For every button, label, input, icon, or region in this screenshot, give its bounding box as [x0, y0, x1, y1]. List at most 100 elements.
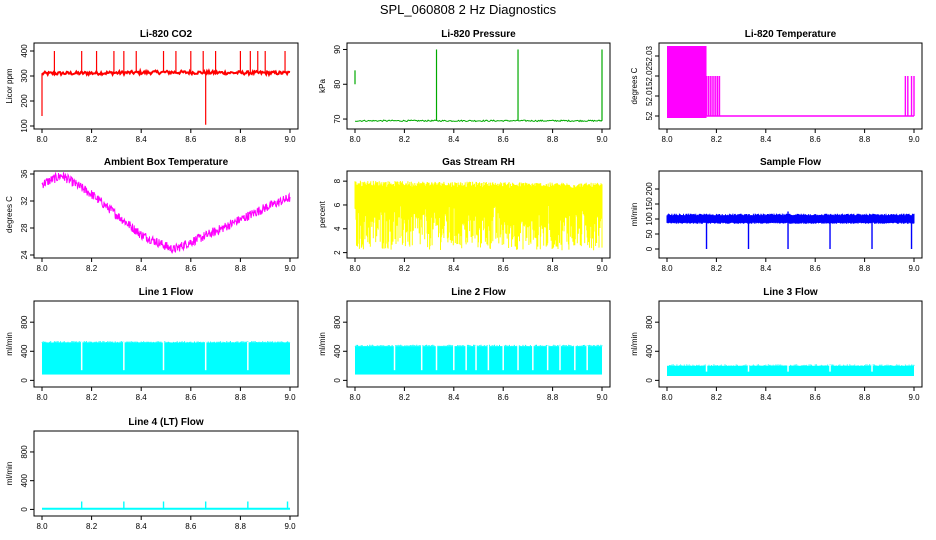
y-tick-label: 32	[20, 196, 29, 205]
y-tick-label: 0	[645, 246, 654, 251]
y-axis-label: ml/min	[5, 332, 14, 356]
x-tick-label: 8.8	[235, 135, 247, 144]
x-tick-label: 8.8	[547, 393, 559, 402]
flow-edge-noise	[667, 364, 915, 366]
chart-title: Gas Stream RH	[442, 157, 515, 168]
x-tick-label: 8.2	[399, 264, 411, 273]
y-tick-label: 0	[20, 507, 29, 512]
y-tick-label: 80	[333, 79, 342, 88]
series-line	[41, 67, 291, 78]
chart-line-4-lt-flow: Line 4 (LT) Flow ml/min 8.0 8.2 8.4 8.6 8.8 9.0…	[5, 417, 299, 531]
x-tick-label: 8.6	[185, 522, 197, 531]
x-tick-label: 8.4	[760, 264, 772, 273]
x-tick-label: 8.8	[859, 393, 871, 402]
chart-title: Line 1 Flow	[139, 287, 194, 298]
y-tick-label: 300	[20, 69, 29, 83]
y-tick-label: 24	[20, 250, 29, 259]
x-tick-label: 8.8	[547, 264, 559, 273]
y-tick-label: 100	[645, 212, 654, 226]
x-tick-label: 8.2	[86, 135, 98, 144]
y-tick-label: 400	[645, 344, 654, 358]
chart-title: Li-820 Pressure	[441, 29, 516, 40]
x-tick-label: 8.0	[36, 393, 48, 402]
x-tick-label: 9.0	[284, 522, 296, 531]
y-tick-label: 0	[20, 378, 29, 383]
x-tick-label: 8.4	[760, 135, 772, 144]
x-tick-label: 8.2	[399, 393, 411, 402]
x-tick-label: 8.4	[136, 393, 148, 402]
y-tick-label: 0	[645, 378, 654, 383]
y-tick-label: 800	[645, 315, 654, 329]
x-tick-label: 9.0	[908, 135, 920, 144]
plot-frame	[346, 300, 611, 388]
y-tick-label: 52.01	[645, 85, 654, 106]
x-tick-label: 8.0	[661, 264, 673, 273]
plot-frame	[33, 430, 299, 517]
chart-title: Ambient Box Temperature	[104, 157, 229, 168]
temp-block-high	[667, 46, 707, 118]
chart-line-1-flow: Line 1 Flow ml/min 8.0 8.2 8.4 8.6 8.8 9.0 0 400 8…	[5, 287, 299, 402]
chart-title: Sample Flow	[760, 157, 821, 168]
x-tick-label: 8.0	[349, 264, 361, 273]
x-tick-label: 8.6	[498, 264, 510, 273]
y-tick-label: 70	[333, 114, 342, 123]
x-tick-label: 9.0	[596, 135, 608, 144]
y-tick-label: 90	[333, 44, 342, 53]
x-tick-label: 8.2	[711, 393, 723, 402]
y-tick-label: 800	[333, 315, 342, 329]
chart-line-2-flow: Line 2 Flow ml/min 8.0 8.2 8.4 8.6 8.8 9.0 0 400 8…	[318, 287, 611, 402]
x-tick-label: 9.0	[596, 264, 608, 273]
plot-frame	[346, 170, 611, 259]
x-tick-label: 8.4	[760, 393, 772, 402]
y-tick-label: 100	[20, 119, 29, 133]
series-line	[41, 171, 291, 254]
y-tick-label: 200	[20, 94, 29, 108]
x-tick-label: 8.4	[136, 135, 148, 144]
x-tick-label: 8.0	[349, 135, 361, 144]
plot-frame	[658, 300, 923, 388]
y-tick-label: 8	[333, 178, 342, 183]
y-axis-label: Licor ppm	[5, 68, 14, 103]
x-tick-label: 8.6	[810, 264, 822, 273]
x-tick-label: 8.4	[136, 522, 148, 531]
y-tick-label: 50	[645, 229, 654, 238]
x-tick-label: 9.0	[908, 264, 920, 273]
x-tick-label: 8.0	[36, 264, 48, 273]
y-axis-label: ml/min	[630, 332, 639, 356]
flow-edge-noise	[41, 341, 291, 343]
chart-li-820-co2: Li-820 CO2 Licor ppm 8.0 8.2 8.4 8.6 8.8 9.0 100…	[5, 29, 299, 144]
y-tick-label: 2	[333, 250, 342, 255]
y-axis-label: degrees C	[630, 67, 639, 104]
x-tick-label: 8.6	[185, 264, 197, 273]
x-tick-label: 8.0	[661, 135, 673, 144]
chart-title: Line 4 (LT) Flow	[128, 417, 204, 428]
x-tick-label: 8.2	[86, 393, 98, 402]
plot-frame	[33, 42, 299, 130]
y-tick-label: 800	[20, 315, 29, 329]
chart-li-820-temperature: Li-820 Temperature degrees C 8.0 8.2 8.4 8.6 8…	[630, 29, 923, 144]
flow-block	[42, 342, 290, 375]
flow-block	[355, 346, 602, 375]
plot-frame	[658, 170, 923, 259]
y-tick-label: 0	[333, 378, 342, 383]
x-tick-label: 9.0	[596, 393, 608, 402]
x-tick-label: 9.0	[908, 393, 920, 402]
x-tick-label: 8.6	[498, 393, 510, 402]
y-tick-label: 28	[20, 223, 29, 232]
y-tick-label: 400	[20, 344, 29, 358]
y-tick-label: 4	[333, 226, 342, 231]
plot-frame	[33, 170, 299, 259]
x-tick-label: 8.6	[498, 135, 510, 144]
y-tick-label: 150	[645, 197, 654, 211]
x-tick-label: 8.2	[399, 135, 411, 144]
chart-gas-stream-rh: Gas Stream RH percent 8.0 8.2 8.4 8.6 8.8 9.0 2 4…	[318, 157, 611, 273]
chart-line-3-flow: Line 3 Flow ml/min 8.0 8.2 8.4 8.6 8.8 9.0 0 400 8…	[630, 287, 923, 402]
y-axis-label: ml/min	[318, 332, 327, 356]
y-tick-label: 52	[645, 111, 654, 120]
x-tick-label: 8.6	[185, 393, 197, 402]
x-tick-label: 8.4	[448, 135, 460, 144]
x-tick-label: 8.2	[711, 264, 723, 273]
x-tick-label: 8.8	[235, 264, 247, 273]
x-tick-label: 9.0	[284, 264, 296, 273]
